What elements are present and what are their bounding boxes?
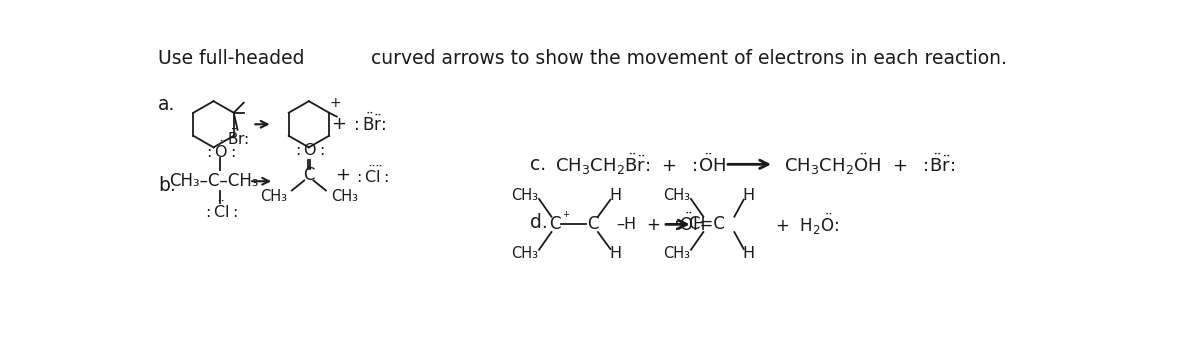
Text: a.: a. (157, 95, 175, 114)
Text: $^+$: $^+$ (560, 210, 571, 223)
Text: C: C (304, 166, 314, 184)
Text: H: H (608, 188, 622, 203)
Text: $:\mathsf{\ddot{O}}:$: $:\mathsf{\ddot{O}}:$ (203, 140, 236, 161)
Text: H: H (743, 246, 755, 261)
Text: $:\mathsf{\ddot{C}\ddot{l}}:$: $:\mathsf{\ddot{C}\ddot{l}}:$ (353, 165, 389, 186)
Text: $:\mathsf{\ddot{B}\ddot{r}}$:: $:\mathsf{\ddot{B}\ddot{r}}$: (350, 113, 386, 135)
Text: +: + (331, 115, 347, 133)
Text: b.: b. (157, 176, 175, 195)
Text: $\mathsf{\ddot{B}r}$:: $\mathsf{\ddot{B}r}$: (227, 127, 248, 148)
Text: curved arrows to show the movement of electrons in each reaction.: curved arrows to show the movement of el… (371, 49, 1007, 68)
Text: C=C: C=C (688, 215, 725, 233)
Text: CH₃: CH₃ (511, 188, 539, 203)
Text: +  $:\!\ddot{\mathsf{O}}$H: + $:\!\ddot{\mathsf{O}}$H (646, 213, 706, 236)
Text: –H: –H (617, 217, 637, 232)
Text: H: H (743, 188, 755, 203)
Text: d.: d. (529, 213, 547, 231)
Text: CH$_3$CH$_2$$\ddot{\mathsf{O}}$H  +  $:\!\ddot{\mathsf{B}}\ddot{\mathsf{r}}$:: CH$_3$CH$_2$$\ddot{\mathsf{O}}$H + $:\!\… (784, 151, 955, 177)
Text: $:\mathsf{\ddot{C}l}:$: $:\mathsf{\ddot{C}l}:$ (202, 200, 238, 221)
Text: Use full-headed: Use full-headed (157, 49, 305, 68)
Text: +: + (335, 166, 349, 184)
Text: CH₃: CH₃ (664, 188, 690, 203)
Text: CH₃: CH₃ (259, 189, 287, 204)
Text: $:\mathsf{O}:$: $:\mathsf{O}:$ (293, 142, 325, 158)
Text: +: + (329, 96, 341, 110)
Text: CH$_3$CH$_2$$\ddot{\mathsf{B}}\ddot{\mathsf{r}}$:  +  $:\!\ddot{\mathsf{O}}$H: CH$_3$CH$_2$$\ddot{\mathsf{B}}\ddot{\mat… (554, 151, 726, 177)
Text: CH₃: CH₃ (511, 246, 539, 261)
Text: CH₃–C–CH₃: CH₃–C–CH₃ (169, 172, 259, 190)
Text: c.: c. (529, 155, 546, 174)
Text: +  H$_2$$\ddot{\mathsf{O}}$:: + H$_2$$\ddot{\mathsf{O}}$: (775, 212, 839, 237)
Text: CH₃: CH₃ (331, 189, 358, 204)
Text: CH₃: CH₃ (664, 246, 690, 261)
Text: C: C (548, 215, 560, 233)
Text: H: H (608, 246, 622, 261)
Text: C: C (588, 215, 599, 233)
